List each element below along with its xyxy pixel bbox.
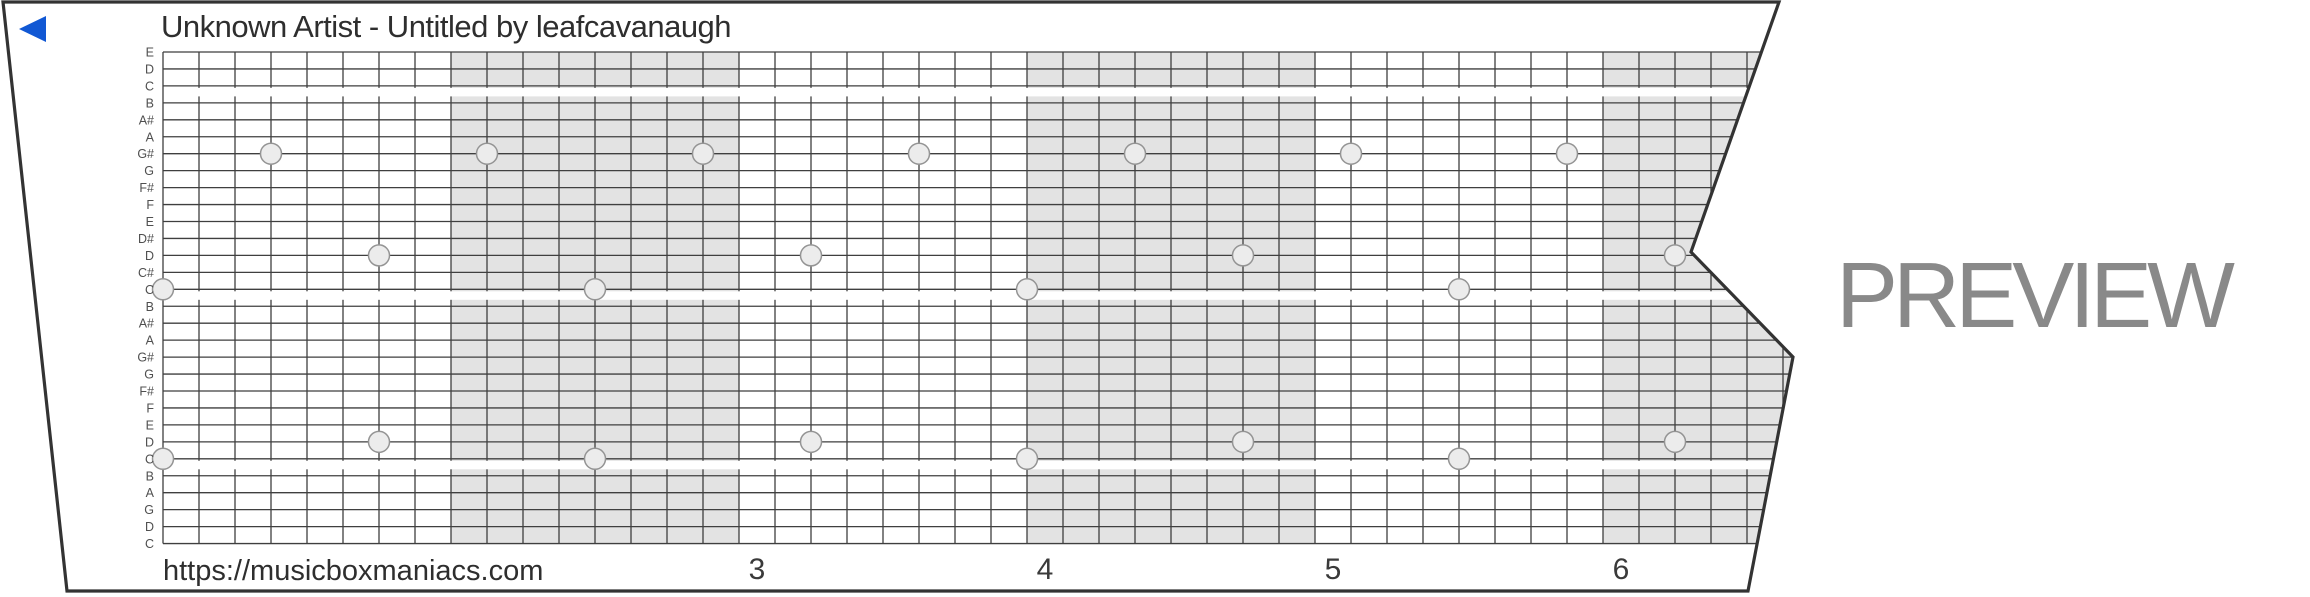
note-circle[interactable] (1663, 430, 1687, 454)
note-label: G (144, 164, 154, 178)
note-label: D (145, 62, 154, 76)
note-label: A# (139, 317, 154, 331)
triangle-left-icon (19, 16, 46, 42)
strip-outline (1, 0, 1795, 593)
note-label: G (144, 503, 154, 517)
note-circle[interactable] (1555, 142, 1579, 165)
note-label: A# (139, 113, 154, 127)
note-label: C (145, 79, 154, 93)
note-circle[interactable] (583, 447, 607, 471)
note-label: G# (137, 147, 154, 161)
note-circle[interactable] (1015, 447, 1039, 471)
back-button[interactable] (19, 16, 49, 42)
note-label: F# (139, 181, 154, 195)
octave-gap-band (164, 291, 1793, 300)
note-label: D (145, 520, 154, 534)
note-label: B (146, 96, 154, 110)
note-label: B (146, 300, 154, 314)
note-label: D# (138, 232, 154, 246)
note-label: E (146, 46, 154, 60)
note-circle[interactable] (1447, 447, 1471, 471)
note-label: C (145, 283, 154, 297)
note-circle[interactable] (1123, 142, 1147, 165)
note-circle[interactable] (1663, 244, 1687, 267)
note-circle[interactable] (1339, 142, 1363, 165)
note-label: F (146, 198, 154, 212)
note-label: C# (138, 266, 154, 280)
note-circle[interactable] (1015, 278, 1039, 301)
note-circle[interactable] (799, 430, 823, 454)
note-circle[interactable] (583, 278, 607, 301)
note-label: A (146, 486, 155, 500)
note-circle[interactable] (907, 142, 931, 165)
note-circle[interactable] (691, 142, 715, 165)
note-label: A (146, 334, 155, 348)
note-label: C (145, 537, 154, 551)
note-label: F# (139, 385, 154, 399)
note-label: A (146, 130, 155, 144)
note-circle[interactable] (799, 244, 823, 267)
note-label: G# (137, 351, 154, 365)
song-title: Unknown Artist - Untitled by leafcavanau… (161, 9, 732, 44)
octave-gap-band (164, 460, 1793, 470)
note-label: G (144, 368, 154, 382)
note-circle[interactable] (151, 278, 175, 301)
note-circle[interactable] (151, 447, 175, 471)
note-label: B (146, 469, 154, 483)
note-label: D (145, 249, 154, 263)
note-circle[interactable] (1231, 244, 1255, 267)
note-circle[interactable] (367, 430, 391, 454)
note-circle[interactable] (367, 244, 391, 267)
note-circle[interactable] (1447, 278, 1471, 301)
note-label: E (146, 418, 154, 432)
note-circle[interactable] (475, 142, 499, 165)
preview-watermark: PREVIEW (1836, 243, 2235, 347)
octave-gap-band (164, 87, 1793, 97)
note-circle[interactable] (259, 142, 283, 165)
note-label: F (146, 401, 154, 415)
note-label: D (145, 435, 154, 449)
note-label: E (146, 215, 154, 229)
note-circle[interactable] (1231, 430, 1255, 454)
note-label: C (145, 452, 154, 466)
site-url: https://musicboxmaniacs.com (163, 555, 544, 587)
